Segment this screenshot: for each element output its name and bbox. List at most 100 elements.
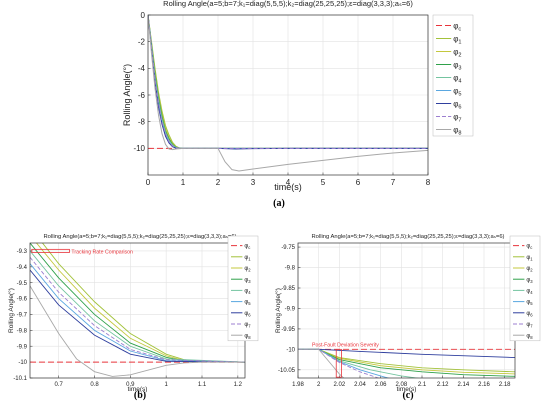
y-tick-label: -2 [138, 37, 146, 46]
legend-label-subscript: 5 [530, 301, 533, 306]
x-axis-label: time(s) [274, 182, 302, 192]
axes-frame [297, 242, 516, 379]
x-tick-label: 1.1 [198, 382, 207, 388]
x-tick-label: 1.98 [292, 382, 304, 388]
y-tick-label: -9.9 [17, 344, 28, 350]
legend-label-subscript: 5 [248, 301, 251, 306]
figure-caption: (b) [134, 390, 146, 401]
y-tick-label: -10 [286, 347, 295, 353]
series-line-6 [30, 269, 245, 363]
legend-label: φ7 [453, 112, 461, 123]
legend-label-symbol: φ [244, 277, 248, 283]
legend-label-subscript: c [458, 26, 461, 32]
legend-label: φc [244, 244, 250, 251]
legend-label: φ6 [244, 311, 251, 318]
axes-frame [29, 242, 246, 379]
legend-label-subscript: 4 [530, 290, 533, 295]
legend-label-subscript: 6 [248, 312, 251, 317]
legend-label-subscript: 4 [248, 290, 251, 295]
legend-label-symbol: φ [453, 21, 458, 30]
y-tick-label: -9.5 [17, 281, 28, 287]
legend-label: φ1 [526, 255, 533, 262]
legend-label-subscript: 2 [530, 268, 533, 273]
chart-panel-b: Rolling Angle(a=5;b=7;k₁=diag(5,5,5);k₂=… [7, 234, 259, 401]
legend-label: φ8 [526, 333, 533, 340]
legend-label-subscript: 3 [458, 65, 461, 71]
y-axis-label: Rolling Angle(°) [7, 288, 15, 333]
legend-label: φ3 [526, 277, 533, 284]
legend-label-subscript: 3 [248, 279, 251, 284]
legend-label-symbol: φ [526, 266, 530, 272]
x-tick-label: 2 [317, 382, 321, 388]
x-tick-label: 2 [216, 178, 221, 187]
legend-label-symbol: φ [453, 73, 458, 82]
x-tick-label: 1 [164, 382, 168, 388]
x-tick-label: 0.9 [126, 382, 135, 388]
x-tick-label: 2.16 [478, 382, 490, 388]
legend-label: φ6 [453, 99, 461, 110]
series-line-8 [30, 285, 245, 377]
legend-label: φ2 [453, 47, 461, 58]
series-line-4 [30, 250, 245, 363]
series-line-7 [30, 257, 245, 363]
y-tick-label: 0 [141, 11, 146, 20]
x-tick-label: 0.8 [90, 382, 99, 388]
legend-label-subscript: 1 [530, 256, 533, 261]
legend-label-subscript: 6 [530, 312, 533, 317]
legend-label-symbol: φ [526, 289, 530, 295]
x-axis-label: time(s) [128, 386, 148, 393]
legend-label: φ3 [244, 277, 251, 284]
y-tick-label: -9.75 [281, 245, 295, 251]
x-tick-label: 3 [251, 178, 256, 187]
x-tick-label: 0.7 [54, 382, 63, 388]
series-line-5 [298, 348, 390, 378]
x-tick-label: 2.08 [395, 382, 407, 388]
series-line-3 [30, 243, 245, 363]
legend-label-symbol: φ [453, 112, 458, 121]
legend-label: φ4 [526, 289, 533, 296]
legend-label-symbol: φ [244, 266, 248, 272]
x-tick-label: 2.14 [457, 382, 469, 388]
y-axis-label: Rolling Angle(°) [274, 288, 282, 333]
annotation-box [31, 248, 70, 253]
annotation-label: Post-Fault Deviation Severity [312, 342, 379, 348]
x-axis-label: time(s) [397, 386, 417, 393]
legend-label-subscript: 6 [458, 104, 461, 110]
x-tick-label: 1.2 [234, 382, 243, 388]
y-tick-label: -10.1 [13, 376, 27, 382]
chart-title: Rolling Angle(a=5;b=7;k₁=diag(5,5,5);k₂=… [163, 0, 413, 8]
legend-label-subscript: 2 [248, 268, 251, 273]
legend-label: φ2 [526, 266, 533, 273]
x-tick-label: 8 [426, 178, 431, 187]
x-tick-label: 2.1 [418, 382, 427, 388]
y-tick-label: -8 [138, 117, 146, 126]
legend-label-subscript: c [248, 245, 250, 250]
x-tick-label: 2.04 [354, 382, 366, 388]
legend-label-symbol: φ [453, 60, 458, 69]
x-tick-label: 2.12 [437, 382, 449, 388]
legend-label-subscript: 1 [458, 39, 461, 45]
legend-label-subscript: 8 [248, 335, 251, 340]
annotation-label: Tracking Rate Comparison [71, 249, 133, 255]
legend-label-symbol: φ [453, 125, 458, 134]
x-tick-label: 2.18 [499, 382, 511, 388]
chart-panel-c: Rolling Angle(a=5;b=7;k₁=diag(5,5,5);k₂=… [274, 234, 541, 401]
legend-label-symbol: φ [244, 255, 248, 261]
legend-box [227, 235, 259, 342]
plot-area [30, 243, 245, 377]
legend-label: φ8 [453, 125, 461, 136]
x-tick-label: 0 [146, 178, 151, 187]
legend-label-subscript: 2 [458, 52, 461, 58]
x-tick-label: 7 [391, 178, 396, 187]
legend-label-symbol: φ [453, 86, 458, 95]
legend-label-symbol: φ [526, 255, 530, 261]
legend-label-subscript: 1 [248, 256, 251, 261]
legend-label: φ3 [453, 60, 461, 71]
plot-area [298, 348, 515, 378]
y-tick-label: -9.6 [17, 297, 28, 303]
series-line-5 [30, 263, 245, 363]
legend-label-subscript: c [530, 245, 532, 250]
figure-caption: (a) [273, 198, 285, 209]
legend-label: φc [526, 244, 532, 251]
